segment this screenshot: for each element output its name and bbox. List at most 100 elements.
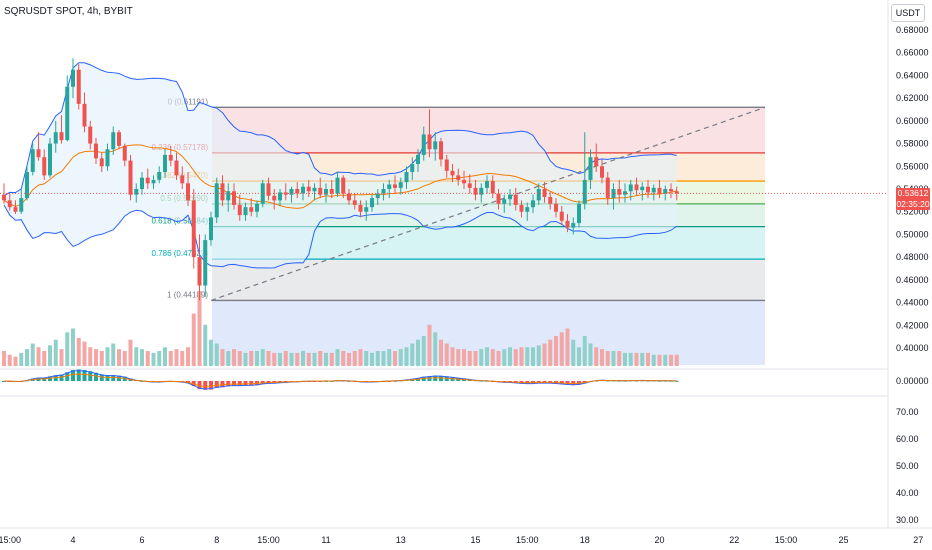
volume-bar (243, 352, 248, 366)
candle-body (25, 171, 29, 199)
time-tick-label: 15:00 (257, 535, 280, 545)
rsi-tick-label: 60.00 (896, 434, 919, 444)
volume-bar (554, 336, 558, 366)
volume-bar (128, 339, 133, 366)
volume-bar (186, 347, 190, 366)
candle-body (48, 143, 52, 176)
volume-bar (289, 352, 294, 366)
volume-bar (577, 347, 581, 366)
macd-histogram-bar (59, 374, 64, 381)
candle-body (312, 187, 317, 192)
candle-body (243, 207, 248, 216)
currency-selector[interactable]: USDT (891, 4, 925, 22)
volume-bar (145, 351, 150, 366)
volume-bar (536, 345, 541, 366)
volume-bar (140, 349, 144, 366)
candle-body (531, 200, 535, 208)
macd-histogram-bar (197, 381, 202, 390)
volume-bar (364, 351, 369, 366)
volume-bar (404, 347, 409, 366)
volume-bar (134, 347, 139, 366)
volume-bar (600, 349, 604, 366)
volume-bar (490, 349, 495, 366)
candle-body (163, 154, 167, 172)
candle-body (272, 195, 277, 201)
volume-bar (94, 349, 98, 366)
candle-body (462, 179, 466, 184)
candle-body (370, 198, 374, 208)
macd-histogram-bar (226, 381, 231, 387)
volume-bar (398, 349, 403, 366)
candle-body (554, 203, 558, 212)
volume-bar (352, 351, 357, 366)
candle-body (306, 186, 311, 192)
moving-average-line (3, 144, 677, 209)
candle-body (565, 220, 570, 228)
volume-bar (674, 354, 679, 366)
volume-bar (341, 351, 346, 366)
volume-bar (249, 351, 254, 366)
candle-body (548, 196, 553, 204)
volume-bar (99, 351, 104, 366)
volume-bar (387, 349, 392, 366)
time-tick-label: 22 (729, 535, 739, 545)
candle-body (410, 164, 415, 172)
macd-histogram-bar (71, 369, 75, 381)
price-tick-label: 0.64000 (896, 70, 929, 80)
macd-histogram-bar (237, 381, 242, 387)
candle-body (605, 177, 610, 199)
candle-body (99, 158, 104, 167)
candle-body (536, 189, 541, 201)
candle-body (324, 189, 328, 195)
price-tick-label: 0.68000 (896, 25, 929, 35)
volume-bar (657, 354, 662, 366)
volume-bar (531, 347, 535, 366)
macd-histogram-bar (88, 371, 93, 381)
candle-body (393, 184, 397, 188)
volume-bar (2, 351, 6, 366)
macd-signal-line (3, 373, 677, 387)
volume-bar (19, 352, 24, 366)
volume-bar (48, 345, 52, 366)
candle-body (657, 187, 662, 194)
candle-body (278, 192, 282, 201)
volume-bar (375, 351, 380, 366)
volume-bar (502, 349, 507, 366)
rsi-tick-label: 50.00 (896, 461, 919, 471)
candle-body (174, 160, 179, 176)
volume-bar (381, 351, 386, 366)
candle-body (105, 149, 110, 167)
last-price-value: 0.53612 (897, 188, 929, 198)
time-tick-label: 15:00 (775, 535, 798, 545)
volume-bar (508, 347, 512, 366)
volume-bar (640, 352, 645, 366)
volume-bar (157, 351, 162, 366)
candle-body (347, 193, 351, 201)
macd-histogram-bar (232, 381, 236, 387)
candle-body (628, 184, 633, 192)
macd-histogram-bar (203, 381, 208, 390)
volume-bar (479, 349, 484, 366)
candle-body (674, 191, 679, 194)
volume-bar (301, 351, 305, 366)
rsi-tick-label: 40.00 (896, 488, 919, 498)
volume-bar (496, 351, 501, 366)
candle-body (111, 132, 116, 150)
volume-bar (306, 352, 311, 366)
candle-body (19, 198, 24, 212)
time-tick-label: 13 (396, 535, 406, 545)
volume-bar (519, 347, 524, 366)
candle-body (214, 183, 219, 218)
bollinger-upper-line (3, 62, 677, 197)
candle-body (416, 154, 420, 165)
candle-body (617, 189, 622, 195)
volume-bar (358, 349, 363, 366)
candle-body (94, 143, 98, 159)
volume-bar (255, 351, 259, 366)
macd-tick-label: 0.00000 (896, 376, 929, 386)
candle-body (364, 207, 369, 212)
volume-bar (623, 352, 627, 366)
volume-bar (36, 347, 41, 366)
price-tick-label: 0.62000 (896, 93, 929, 103)
